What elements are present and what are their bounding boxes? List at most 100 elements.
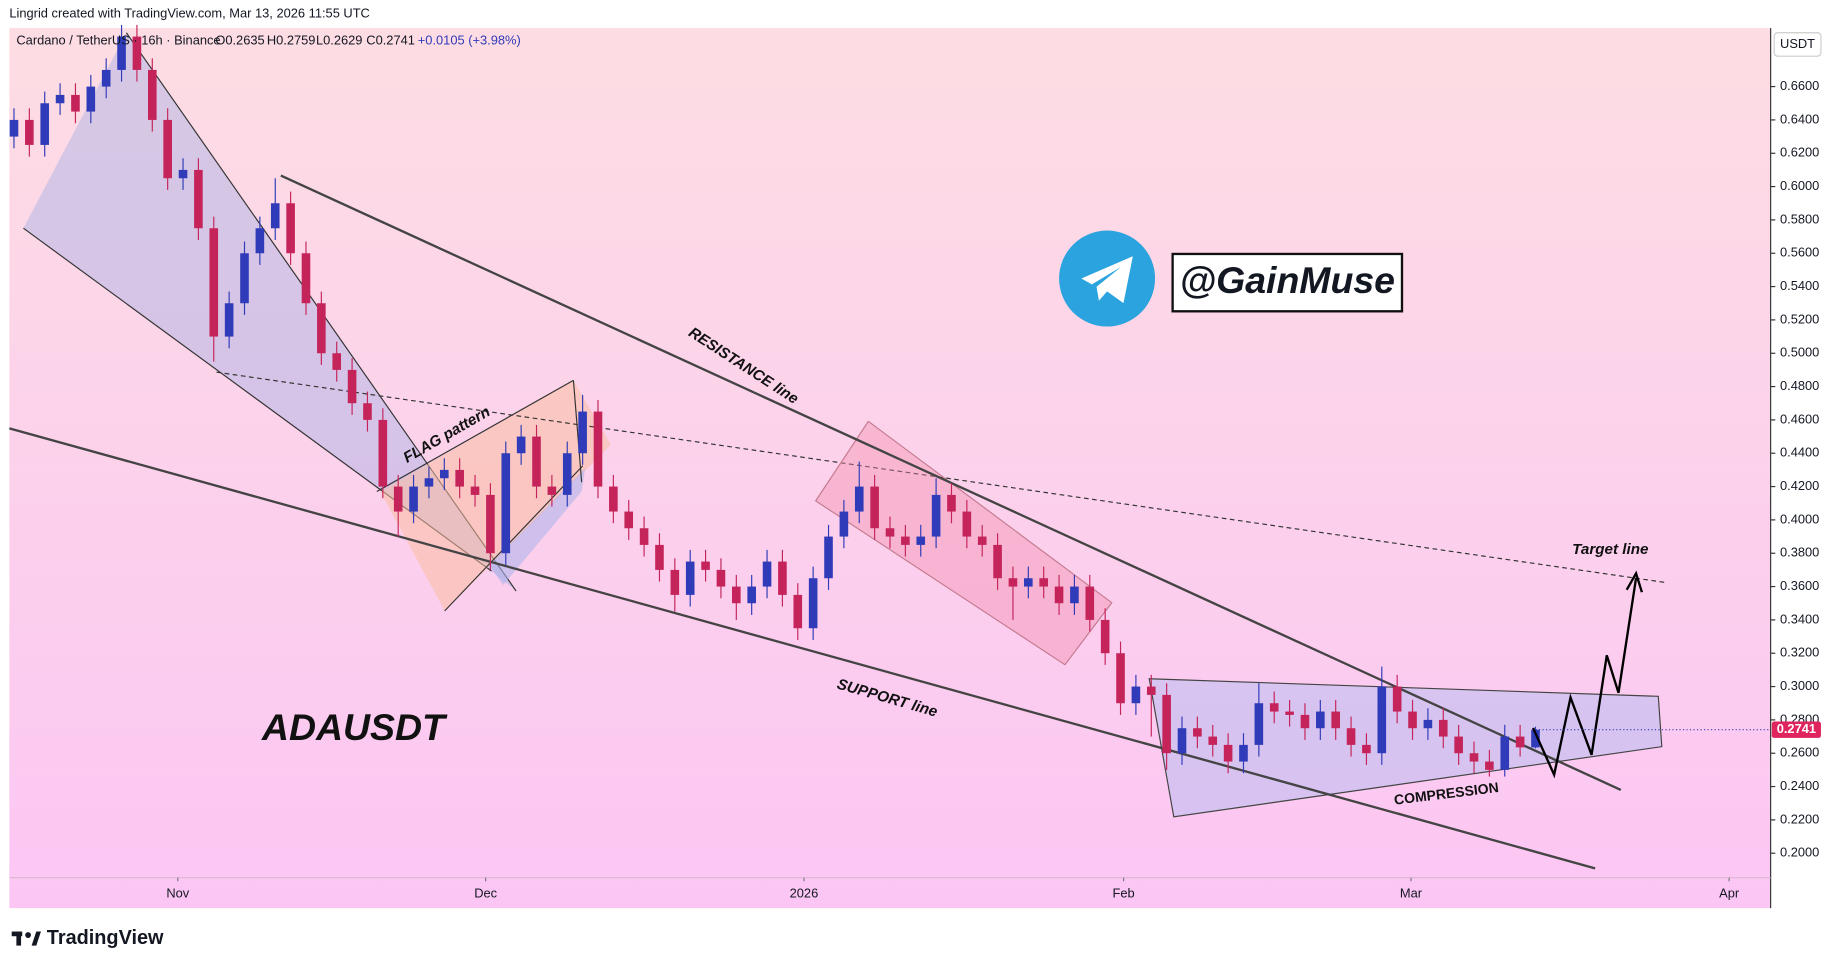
- flag-fill: [489, 468, 586, 586]
- candle-body: [1408, 711, 1417, 729]
- candle-body: [1024, 578, 1033, 587]
- candle-body: [501, 453, 511, 554]
- candle-body: [424, 478, 434, 487]
- candle-body: [163, 119, 172, 179]
- y-tick-label: 0.3000: [1780, 678, 1819, 693]
- candle-body: [270, 203, 280, 229]
- candle-body: [1177, 728, 1187, 754]
- candle-body: [40, 103, 50, 145]
- target-label: Target line: [1572, 541, 1649, 558]
- candle-body: [363, 403, 372, 420]
- candle-body: [286, 203, 295, 254]
- candle-body: [1008, 578, 1018, 587]
- candle-body: [732, 586, 741, 604]
- candle-body: [1377, 686, 1387, 754]
- x-tick-label: Dec: [474, 886, 497, 901]
- x-tick-label: Mar: [1400, 886, 1423, 901]
- legend-close: C0.2741: [366, 32, 415, 47]
- candle-body: [516, 436, 526, 454]
- y-tick-label: 0.2600: [1780, 745, 1819, 760]
- candle-body: [839, 511, 849, 537]
- candle-body: [854, 486, 864, 512]
- y-tick-label: 0.4400: [1780, 445, 1819, 460]
- candle-body: [593, 411, 603, 487]
- candle-body: [117, 36, 126, 70]
- candle-body: [1423, 719, 1433, 729]
- logo-mark: [16, 931, 22, 946]
- candle-body: [993, 544, 1002, 579]
- flag-line: [572, 380, 583, 483]
- candle-body: [947, 494, 956, 512]
- candle-body: [1254, 703, 1264, 745]
- candle-body: [1285, 711, 1294, 715]
- flag-line: [444, 465, 584, 612]
- candle-body: [778, 561, 787, 595]
- candle-body: [1500, 736, 1510, 770]
- candle-body: [393, 486, 403, 512]
- y-tick-label: 0.3200: [1780, 645, 1819, 660]
- channel-fill: [23, 32, 517, 591]
- legend-low: L0.2629: [316, 32, 362, 47]
- candle-body: [1362, 744, 1371, 754]
- handle-text: @GainMuse: [1180, 259, 1395, 301]
- candle-body: [455, 469, 464, 487]
- candle-body: [409, 486, 418, 512]
- x-tick-label: Feb: [1113, 886, 1135, 901]
- candle-body: [1454, 736, 1463, 754]
- candle-body: [71, 94, 80, 112]
- candle-body: [1085, 586, 1095, 620]
- candle-body: [439, 469, 449, 479]
- candle-body: [1316, 711, 1325, 729]
- candle-body: [609, 486, 618, 512]
- candle-body: [1438, 719, 1448, 737]
- y-tick-label: 0.6200: [1780, 145, 1819, 160]
- y-tick-label: 0.5600: [1780, 245, 1819, 260]
- y-tick-label: 0.2400: [1780, 778, 1819, 793]
- candle-body: [1208, 736, 1218, 745]
- candle-body: [747, 586, 756, 604]
- candle-body: [547, 486, 557, 495]
- candle-body: [347, 369, 357, 404]
- candle-body: [1100, 619, 1110, 654]
- flag-fill: [380, 380, 611, 611]
- candle-body: [1485, 761, 1494, 770]
- projection-path: [1532, 577, 1638, 779]
- x-tick-label: Apr: [1719, 886, 1740, 901]
- projection: [1532, 570, 1644, 779]
- last-price-label: 0.2741: [1777, 721, 1816, 736]
- candle-body: [1070, 586, 1079, 604]
- y-tick-label: 0.5400: [1780, 278, 1819, 293]
- candle-body: [1131, 686, 1141, 704]
- candle-body: [1392, 686, 1402, 712]
- last-price-box: [1771, 721, 1821, 738]
- support-line: [9, 427, 1596, 870]
- x-tick-label: Nov: [166, 886, 189, 901]
- candle-body: [532, 436, 541, 487]
- candle-body: [655, 544, 664, 570]
- legend-high: H0.2759: [267, 32, 316, 47]
- candle-body: [1346, 728, 1356, 745]
- y-tick-label: 0.4000: [1780, 511, 1819, 526]
- candle-body: [931, 494, 941, 537]
- currency-box: [1773, 32, 1822, 57]
- candle-body: [639, 528, 649, 545]
- price-axis-background: [1770, 28, 1826, 909]
- legend-symbol: Cardano / TetherUS · 16h · Binance: [16, 32, 220, 47]
- candle-body: [209, 228, 219, 337]
- candles: [9, 24, 1540, 777]
- candle-body: [55, 94, 65, 104]
- candle-body: [378, 419, 388, 487]
- candle-body: [317, 303, 326, 354]
- candle-body: [178, 169, 188, 179]
- candle-body: [1146, 686, 1156, 695]
- candle-body: [1239, 744, 1248, 762]
- y-tick-label: 0.2200: [1780, 811, 1819, 826]
- y-tick-label: 0.6600: [1780, 78, 1819, 93]
- candle-body: [240, 253, 249, 304]
- candle-body: [762, 561, 772, 587]
- candle-body: [25, 119, 34, 145]
- logo-mark: [25, 932, 32, 938]
- candle-body: [901, 536, 910, 545]
- candle-body: [624, 511, 634, 529]
